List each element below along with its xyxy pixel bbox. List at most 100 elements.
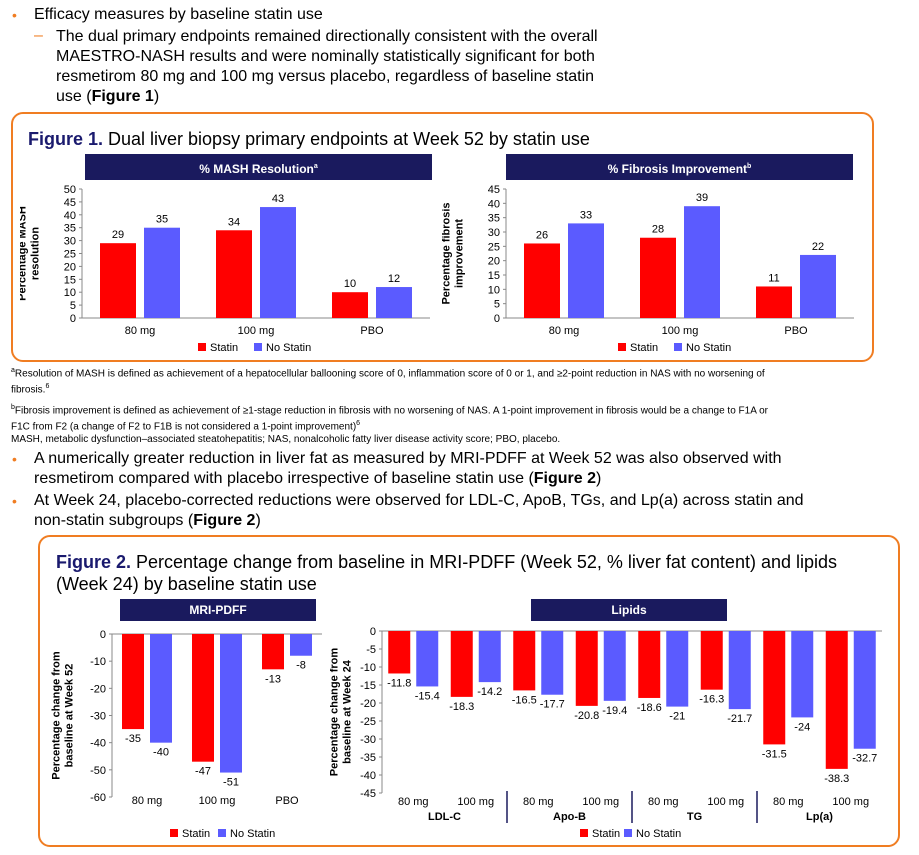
y-tick-label: 30 — [488, 227, 500, 239]
y-axis-label-line: baseline at Week 24 — [342, 659, 354, 764]
bullet-lipids: At Week 24, placebo-corrected reductions… — [34, 491, 804, 531]
y-tick-label: -10 — [360, 662, 376, 674]
y-tick-label: 35 — [64, 223, 76, 235]
reference-marker: 6 — [356, 419, 361, 427]
text-fragment: ) — [153, 88, 160, 105]
panel-title: % MASH Resolution — [199, 162, 314, 176]
y-axis-label-line: Percentage fibrosis — [442, 202, 453, 304]
legend-label: No Statin — [636, 828, 681, 840]
x-tick-label: 100 mg — [832, 796, 869, 808]
text-fragment: ) — [255, 512, 261, 529]
text-fragment: non-statin subgroups ( — [34, 512, 194, 529]
data-label: -14.2 — [477, 686, 502, 698]
bar-statin — [216, 230, 252, 318]
legend-label: Statin — [210, 342, 238, 354]
footnote-b: bFibrosis improvement is defined as achi… — [11, 401, 911, 417]
y-tick-label: 10 — [488, 284, 500, 296]
group-label: Lp(a) — [806, 811, 833, 823]
bar-no-statin — [220, 634, 242, 773]
bar-no-statin — [603, 631, 626, 701]
y-tick-label: -45 — [360, 788, 376, 800]
figure-1-title: Figure 1. Dual liver biopsy primary endp… — [28, 128, 590, 150]
y-tick-label: 10 — [64, 287, 76, 299]
legend-swatch — [218, 829, 226, 837]
y-tick-label: 40 — [64, 210, 76, 222]
data-label: 34 — [228, 216, 240, 228]
y-tick-label: 25 — [488, 241, 500, 253]
y-tick-label: -50 — [90, 765, 106, 777]
x-tick-label: PBO — [275, 795, 299, 807]
figure-title-text: Dual liver biopsy primary endpoints at W… — [103, 129, 590, 149]
y-axis-label-line: baseline at Week 52 — [64, 664, 76, 768]
y-tick-label: 5 — [494, 299, 500, 311]
x-tick-label: 100 mg — [662, 325, 699, 337]
x-tick-label: 80 mg — [125, 325, 156, 337]
bar-statin — [700, 631, 723, 690]
data-label: 43 — [272, 193, 284, 205]
data-label: -17.7 — [540, 699, 565, 711]
data-label: 33 — [580, 209, 592, 221]
data-label: 29 — [112, 229, 124, 241]
data-label: -8 — [296, 660, 306, 672]
legend-swatch — [198, 343, 206, 351]
data-label: 11 — [768, 272, 779, 284]
data-label: -18.3 — [449, 701, 474, 713]
y-tick-label: -30 — [90, 711, 106, 723]
y-tick-label: -20 — [90, 683, 106, 695]
y-tick-label: 35 — [488, 213, 500, 225]
x-tick-label: PBO — [784, 325, 808, 337]
y-tick-label: 5 — [70, 300, 76, 312]
footnote-b-cont: F1C from F2 (a change of F2 to F1B is no… — [11, 417, 911, 433]
y-tick-label: 0 — [70, 313, 76, 325]
footnote-a: aResolution of MASH is defined as achiev… — [11, 364, 911, 380]
bar-no-statin — [150, 634, 172, 743]
figure-label: Figure 2. — [56, 552, 132, 572]
data-label: 26 — [536, 229, 548, 241]
bar-no-statin — [568, 223, 604, 318]
y-axis-label-line: resolution — [30, 227, 42, 280]
y-tick-label: 0 — [370, 626, 376, 638]
text-line: A numerically greater reduction in liver… — [34, 450, 782, 467]
data-label: -32.7 — [852, 753, 877, 765]
x-tick-label: 100 mg — [238, 325, 275, 337]
group-label: LDL-C — [428, 811, 461, 823]
data-label: -31.5 — [762, 748, 787, 760]
legend-swatch — [580, 829, 588, 837]
bar-no-statin — [853, 631, 876, 749]
text-line: non-statin subgroups (Figure 2) — [34, 511, 804, 531]
bar-statin — [450, 631, 473, 697]
bar-statin — [122, 634, 144, 730]
group-label: Apo-B — [553, 811, 586, 823]
text-line: resmetirom 80 mg and 100 mg versus place… — [56, 68, 595, 85]
legend-label: No Statin — [686, 342, 731, 354]
y-tick-label: 45 — [64, 197, 76, 209]
bar-statin — [100, 243, 136, 318]
y-tick-label: 45 — [488, 184, 500, 196]
x-tick-label: 80 mg — [648, 796, 679, 808]
bar-statin — [638, 631, 661, 698]
reference-marker: 6 — [45, 383, 50, 391]
bar-no-statin — [260, 207, 296, 318]
figure-title-text: (Week 24) by baseline statin use — [56, 574, 317, 594]
data-label: -38.3 — [824, 773, 849, 785]
data-label: 28 — [652, 224, 664, 236]
data-label: -16.5 — [512, 694, 537, 706]
bar-statin — [513, 631, 536, 691]
y-tick-label: -15 — [360, 680, 376, 692]
y-axis-label: Percentage change frombaseline at Week 2… — [330, 648, 354, 777]
text-line: use (Figure 1) — [56, 87, 598, 107]
legend-label: Statin — [630, 342, 658, 354]
bar-statin — [262, 634, 284, 670]
y-axis-label: Percentage change frombaseline at Week 5… — [51, 651, 76, 780]
y-tick-label: 20 — [64, 261, 76, 273]
footnote-text: F1C from F2 (a change of F2 to F1B is no… — [11, 421, 357, 433]
chart-lipids: Percentage change frombaseline at Week 2… — [330, 626, 882, 840]
footnote-marker: a — [313, 163, 318, 170]
footnote-marker: b — [11, 403, 15, 411]
y-axis-label-line: Percentage MASH — [20, 206, 29, 301]
footnote-text: fibrosis. — [11, 384, 46, 396]
data-label: -11.8 — [387, 677, 411, 689]
data-label: -21 — [669, 711, 685, 723]
figure-reference: Figure 1 — [91, 88, 154, 105]
y-tick-label: 15 — [488, 270, 500, 282]
